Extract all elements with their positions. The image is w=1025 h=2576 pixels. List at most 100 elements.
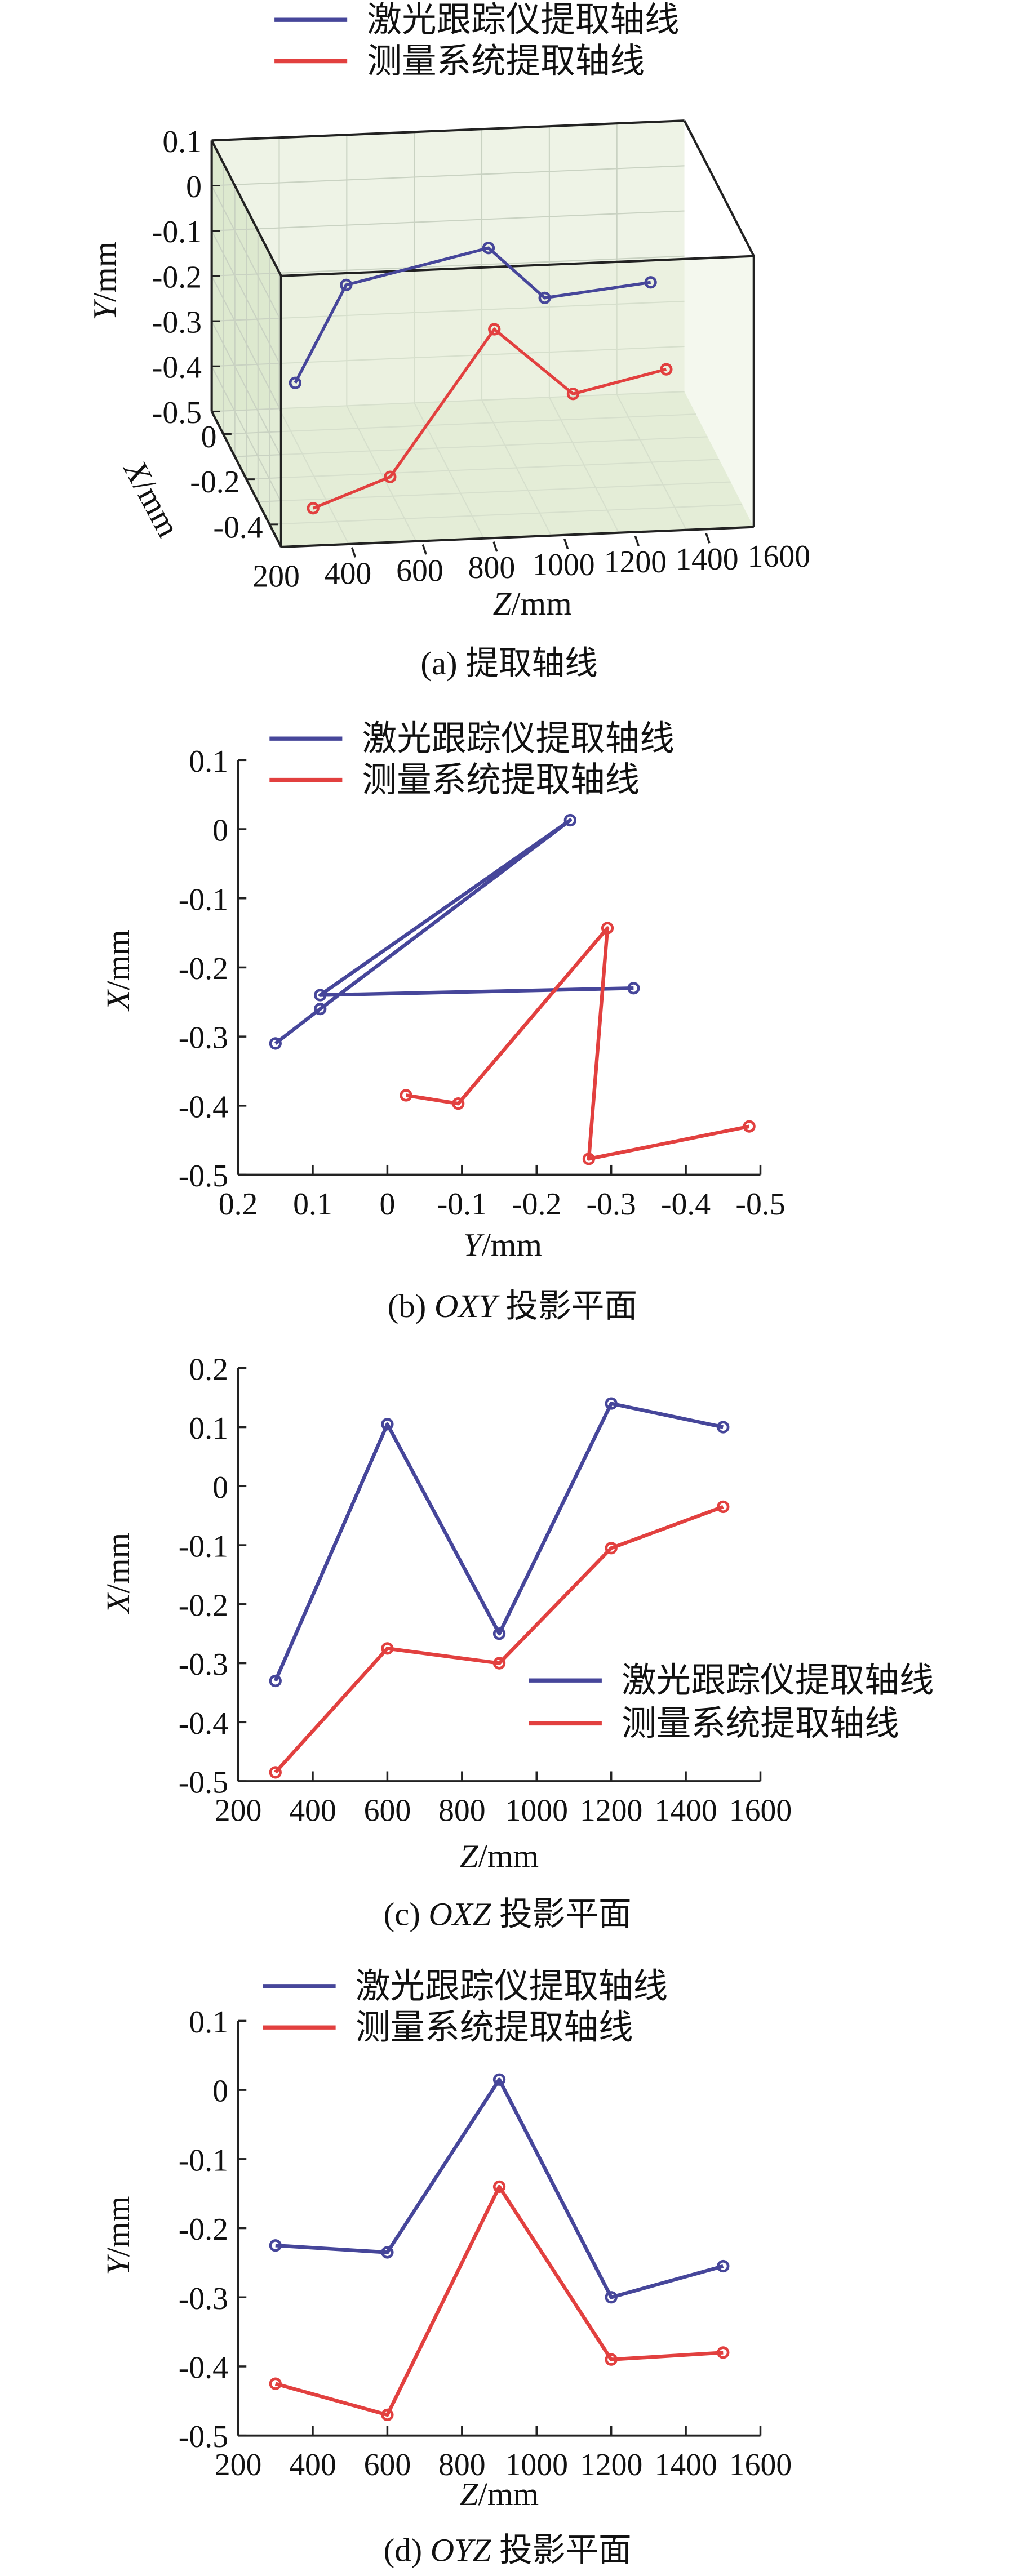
data-point bbox=[717, 2259, 730, 2273]
x-tick-label: 600 bbox=[364, 2448, 411, 2482]
caption-prefix: (c) bbox=[384, 1896, 429, 1932]
axis-unit: /mm bbox=[100, 929, 136, 990]
y-axis-title: Y/mm bbox=[100, 2196, 136, 2275]
series-0 bbox=[269, 1397, 730, 1688]
y-axis-title: Y/mm bbox=[87, 242, 123, 321]
x-axis-title: Z/mm bbox=[460, 1838, 539, 1875]
series-line bbox=[274, 2185, 724, 2417]
z-tick-label: 800 bbox=[468, 550, 516, 585]
y-tick-label: 0.1 bbox=[162, 124, 202, 159]
y-tick-label: -0.4 bbox=[179, 1089, 228, 1124]
x-tick-label: 800 bbox=[438, 1793, 486, 1828]
y-tick-label: -0.3 bbox=[179, 1021, 228, 1056]
caption-italic: OXY bbox=[434, 1288, 500, 1324]
series-line bbox=[273, 1402, 724, 1682]
data-point bbox=[340, 278, 353, 292]
grid-line bbox=[211, 391, 685, 412]
axis-unit: /mm bbox=[100, 2196, 136, 2257]
y-tick-label: 0.1 bbox=[189, 744, 228, 779]
z-tick-label: 1200 bbox=[604, 545, 667, 580]
series-line bbox=[274, 818, 634, 1045]
caption-suffix: 提取轴线 bbox=[465, 645, 598, 682]
legend-label-1: 测量系统提取轴线 bbox=[367, 42, 645, 81]
series-1-3d bbox=[307, 323, 673, 515]
caption-suffix: 投影平面 bbox=[497, 1288, 637, 1324]
box-edge bbox=[210, 140, 282, 277]
grid-line bbox=[246, 459, 720, 480]
x-tick-label: 1000 bbox=[505, 2448, 568, 2482]
data-point bbox=[381, 2246, 394, 2259]
caption-d: (d) OYZ 投影平面 bbox=[384, 2532, 632, 2569]
legend-label-1: 测量系统提取轴线 bbox=[362, 761, 640, 799]
x-tick-label: 1600 bbox=[729, 2448, 792, 2482]
z-tick bbox=[492, 541, 498, 552]
data-point bbox=[563, 813, 576, 827]
data-point bbox=[582, 1153, 596, 1165]
x-tick-label: -0.4 bbox=[661, 1187, 711, 1222]
series-line bbox=[274, 1505, 724, 1774]
axis-unit: /mm bbox=[511, 585, 572, 622]
y-tick-label: 0.2 bbox=[189, 1352, 228, 1387]
x-tick-label: 0.1 bbox=[293, 1187, 332, 1222]
axis-variable: X bbox=[100, 1592, 136, 1614]
grid-line bbox=[211, 165, 685, 186]
caption-prefix: (d) bbox=[384, 2532, 431, 2569]
z-tick-label: 1600 bbox=[748, 539, 810, 574]
x-tick-label: -0.3 bbox=[587, 1187, 636, 1222]
series-0 bbox=[269, 813, 640, 1050]
box-edge bbox=[211, 119, 685, 142]
data-point bbox=[743, 1120, 756, 1133]
x-tick-label: 800 bbox=[438, 2448, 486, 2482]
z-tick bbox=[563, 539, 569, 549]
data-point bbox=[269, 2239, 282, 2252]
x-axis-title-text: Z/mm bbox=[460, 1838, 539, 1875]
x-tick-label: 0 bbox=[379, 1187, 395, 1222]
y-tick-label: -0.2 bbox=[179, 951, 228, 986]
x-tick-label: 1400 bbox=[654, 1793, 717, 1828]
y-tick-label: -0.5 bbox=[152, 395, 202, 430]
data-point bbox=[452, 1097, 465, 1110]
data-point bbox=[717, 1500, 730, 1514]
axis-variable: Y bbox=[87, 299, 123, 321]
axis-variable: X bbox=[100, 989, 136, 1012]
x-tick-label: 400 bbox=[289, 2448, 336, 2482]
data-point bbox=[605, 2291, 618, 2304]
x-axis-title-text: Z/mm bbox=[460, 2476, 539, 2512]
y-axis-title-text: Y/mm bbox=[100, 2196, 136, 2275]
data-point bbox=[488, 323, 501, 336]
data-point bbox=[605, 1397, 618, 1410]
caption-suffix: 投影平面 bbox=[491, 2532, 631, 2569]
x-tick-label: 400 bbox=[289, 1793, 336, 1828]
data-point bbox=[269, 1766, 282, 1779]
y-tick-label: 0 bbox=[212, 1470, 228, 1505]
caption-italic: OYZ bbox=[431, 2532, 492, 2569]
box-edge bbox=[281, 255, 754, 277]
x-tick-label: -0.5 bbox=[735, 1187, 785, 1222]
y-tick-label: -0.2 bbox=[152, 260, 202, 295]
series-line bbox=[294, 246, 651, 384]
x-tick-label: 600 bbox=[364, 1793, 411, 1828]
data-point bbox=[605, 2353, 618, 2366]
data-point bbox=[482, 242, 495, 255]
panel-b-chart: 0.10-0.1-0.2-0.3-0.4-0.50.2 0.1 0 -0.1 -0.2-… bbox=[179, 744, 786, 1222]
data-point bbox=[269, 2377, 282, 2390]
series-1 bbox=[269, 1500, 730, 1779]
z-tick bbox=[634, 536, 640, 546]
y-tick-label: -0.4 bbox=[179, 1706, 228, 1741]
caption-suffix: 投影平面 bbox=[491, 1896, 631, 1932]
y-tick-label: -0.3 bbox=[152, 305, 202, 340]
caption-prefix: (b) bbox=[388, 1288, 434, 1324]
y-tick-label: -0.1 bbox=[179, 1529, 228, 1564]
series-1 bbox=[400, 922, 756, 1165]
y-tick-label: 0.1 bbox=[189, 1411, 228, 1446]
grid-line bbox=[211, 300, 685, 322]
y-tick-label: -0.1 bbox=[179, 2143, 228, 2178]
x-axis-title: Y/mm bbox=[463, 1226, 542, 1263]
caption-b: (b) OXY 投影平面 bbox=[388, 1288, 637, 1324]
x-tick-label: 1200 bbox=[580, 1793, 642, 1828]
axis-unit: /mm bbox=[478, 2476, 539, 2512]
